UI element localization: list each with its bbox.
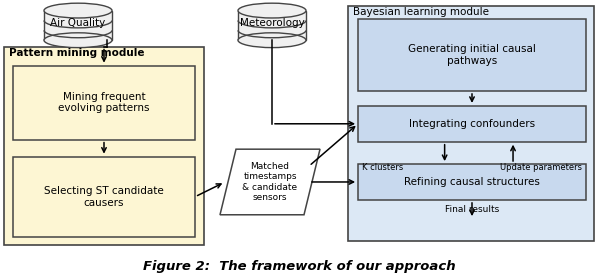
Text: K clusters: K clusters — [362, 163, 403, 172]
Text: Mining frequent
evolving patterns: Mining frequent evolving patterns — [58, 92, 150, 113]
Text: Integrating confounders: Integrating confounders — [409, 119, 535, 129]
Ellipse shape — [44, 33, 112, 47]
Text: Matched
timestamps
& candidate
sensors: Matched timestamps & candidate sensors — [242, 162, 298, 202]
FancyBboxPatch shape — [358, 164, 586, 200]
FancyBboxPatch shape — [358, 19, 586, 91]
Ellipse shape — [238, 33, 306, 47]
Text: Final results: Final results — [445, 205, 499, 214]
Ellipse shape — [44, 3, 112, 18]
Text: Update parameters: Update parameters — [500, 163, 582, 172]
Text: Pattern mining module: Pattern mining module — [9, 47, 145, 58]
FancyBboxPatch shape — [4, 47, 204, 245]
FancyBboxPatch shape — [13, 156, 195, 237]
Ellipse shape — [238, 3, 306, 18]
Polygon shape — [220, 149, 320, 215]
Text: Selecting ST candidate
causers: Selecting ST candidate causers — [44, 186, 164, 208]
Text: Air Quality: Air Quality — [50, 18, 106, 28]
Text: Refining causal structures: Refining causal structures — [404, 177, 540, 187]
Text: Meteorology: Meteorology — [240, 18, 304, 28]
Text: Figure 2:  The framework of our approach: Figure 2: The framework of our approach — [143, 260, 455, 273]
Text: Bayesian learning module: Bayesian learning module — [353, 7, 489, 17]
Polygon shape — [44, 10, 112, 40]
FancyBboxPatch shape — [13, 66, 195, 140]
Text: Generating initial causal
pathways: Generating initial causal pathways — [408, 44, 536, 66]
FancyBboxPatch shape — [348, 6, 594, 241]
FancyBboxPatch shape — [358, 106, 586, 142]
Polygon shape — [238, 10, 306, 40]
